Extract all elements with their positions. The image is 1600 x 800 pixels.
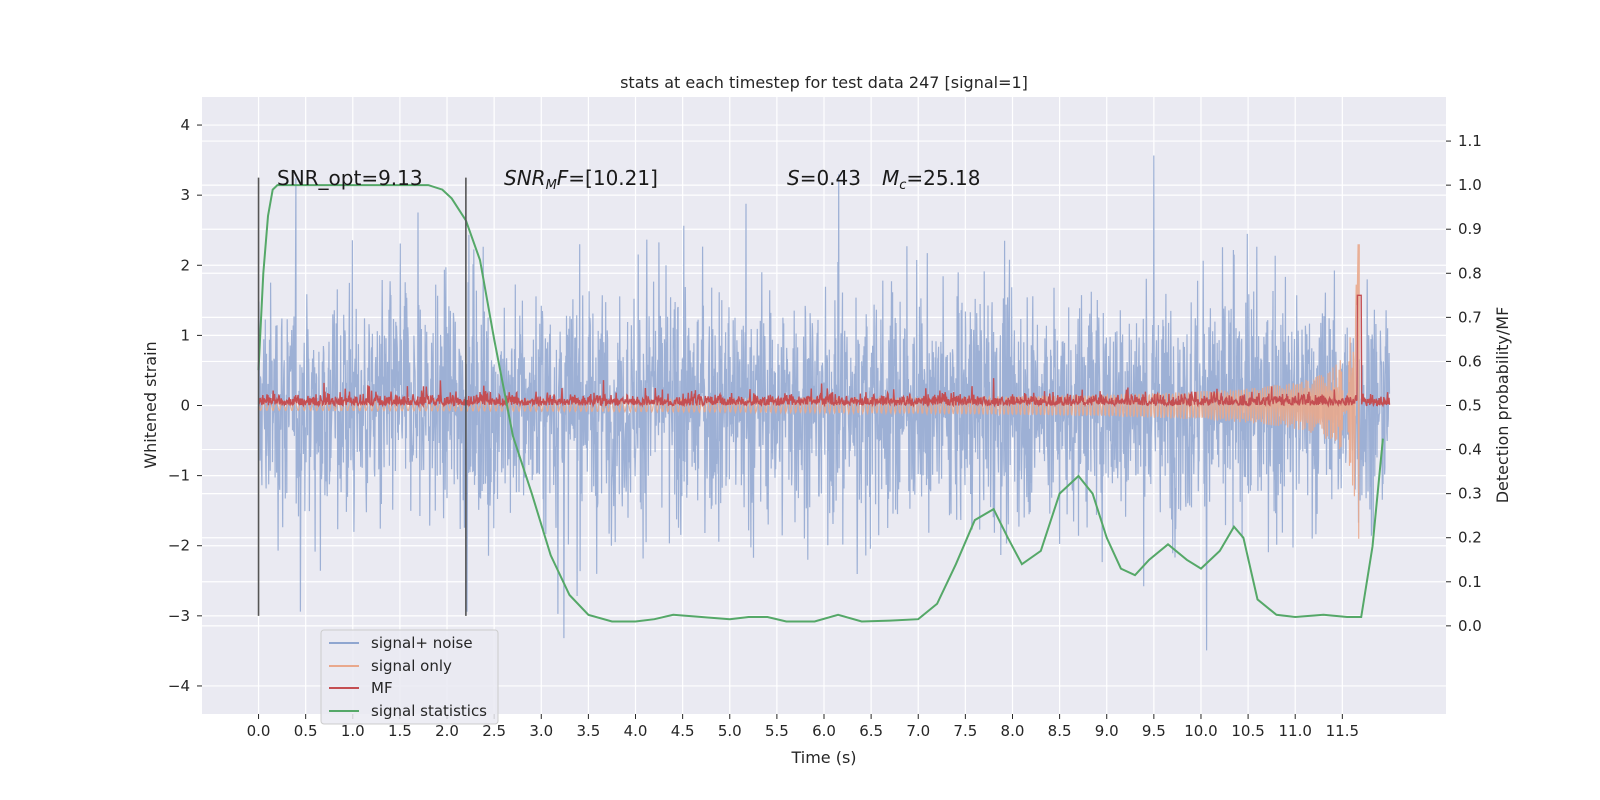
snr-mf-subscript: M (546, 178, 557, 193)
y-right-tick-label: 0.1 (1458, 573, 1482, 591)
series-signal-statistics (257, 184, 1384, 623)
x-tick-label: 1.5 (388, 722, 412, 740)
y-tick-label: 1 (180, 326, 190, 344)
y-right-tick-label: 0.0 (1458, 617, 1482, 635)
snr-mf-symbol-2: F (557, 166, 569, 190)
mc-subscript: c (899, 178, 906, 193)
x-tick-label: 5.0 (718, 722, 742, 740)
x-axis-label: Time (s) (790, 748, 856, 767)
legend-box (320, 629, 499, 725)
annotation-mc: Mc=25.18 (882, 166, 980, 193)
mf-line (257, 294, 1391, 409)
y-tick-label: 2 (180, 256, 190, 274)
x-tick-label: 2.5 (482, 722, 506, 740)
x-tick-label: 6.0 (812, 722, 836, 740)
x-tick-label: 11.0 (1279, 722, 1312, 740)
x-tick-label: 7.0 (906, 722, 930, 740)
y-tick-label: −1 (168, 467, 190, 485)
y-right-tick-label: 0.3 (1458, 485, 1482, 503)
y-right-tick-label: 0.6 (1458, 352, 1482, 370)
y-right-tick-label: 0.4 (1458, 441, 1482, 459)
y-axis-ticks: −4 −3 −2 −1 0 1 2 3 4 (168, 116, 202, 695)
snr-mf-symbol: SNR (504, 166, 546, 190)
signal-only-line (257, 244, 1360, 539)
mc-symbol: M (882, 166, 899, 190)
y-right-tick-label: 0.9 (1458, 220, 1482, 238)
x-tick-label: 10.0 (1184, 722, 1217, 740)
y-right-tick-label: 0.7 (1458, 308, 1482, 326)
legend-label-signal-only: signal only (371, 657, 452, 675)
x-tick-label: 3.0 (529, 722, 553, 740)
y-right-tick-label: 1.1 (1458, 132, 1482, 150)
x-tick-label: 7.5 (953, 722, 977, 740)
x-tick-label: 10.5 (1231, 722, 1264, 740)
y-tick-label: 3 (180, 186, 190, 204)
y-tick-label: 4 (180, 116, 190, 134)
x-tick-label: 8.0 (1001, 722, 1025, 740)
vertical-markers (257, 177, 467, 616)
legend-label-mf: MF (371, 679, 393, 697)
annotation-snr-mf: SNRMF=[10.21] (504, 166, 658, 193)
x-tick-label: 8.5 (1048, 722, 1072, 740)
y-tick-label: −4 (168, 677, 190, 695)
x-tick-label: 5.5 (765, 722, 789, 740)
annotation-s: S=0.43 (787, 166, 861, 190)
legend-label-signal-statistics: signal statistics (371, 702, 487, 720)
y-tick-label: −3 (168, 607, 190, 625)
y-tick-label: −2 (168, 537, 190, 555)
x-tick-label: 0.5 (294, 722, 318, 740)
y-right-tick-label: 1.0 (1458, 176, 1482, 194)
x-tick-label: 1.0 (341, 722, 365, 740)
signal-statistics-line (257, 184, 1384, 623)
annotation-snr-opt: SNR_opt=9.13 (277, 166, 423, 190)
x-tick-label: 11.5 (1326, 722, 1359, 740)
snr-mf-value: =[10.21] (568, 166, 658, 190)
x-tick-label: 9.0 (1095, 722, 1119, 740)
y-right-axis-label: Detection probability/MF (1493, 307, 1512, 504)
x-tick-label: 6.5 (859, 722, 883, 740)
legend-label-signal-noise: signal+ noise (371, 634, 473, 652)
x-tick-label: 9.5 (1142, 722, 1166, 740)
x-tick-label: 4.5 (671, 722, 695, 740)
y-right-tick-label: 0.8 (1458, 264, 1482, 282)
legend: signal+ noise signal only MF signal stat… (320, 629, 499, 725)
x-tick-label: 3.5 (576, 722, 600, 740)
series-mf (257, 294, 1391, 409)
chart-title: stats at each timestep for test data 247… (620, 73, 1028, 92)
s-value: =0.43 (800, 166, 861, 190)
y-tick-label: 0 (180, 397, 190, 415)
y-right-tick-label: 0.5 (1458, 397, 1482, 415)
x-axis-ticks: 0.0 0.5 1.0 1.5 2.0 2.5 3.0 3.5 4.0 4.5 5.0 5.5 6.0 6… (247, 714, 1359, 740)
y-axis-label: Whitened strain (141, 341, 160, 468)
x-tick-label: 4.0 (624, 722, 648, 740)
y-right-tick-label: 0.2 (1458, 529, 1482, 547)
x-tick-label: 0.0 (247, 722, 271, 740)
x-tick-label: 2.0 (435, 722, 459, 740)
mc-value: =25.18 (906, 166, 980, 190)
series-signal-only (257, 244, 1360, 539)
y-right-axis-ticks: 0.0 0.1 0.2 0.3 0.4 0.5 0.6 0.7 0.8 0.9 1.0 1.1 (1446, 132, 1482, 635)
s-symbol: S (787, 166, 800, 190)
